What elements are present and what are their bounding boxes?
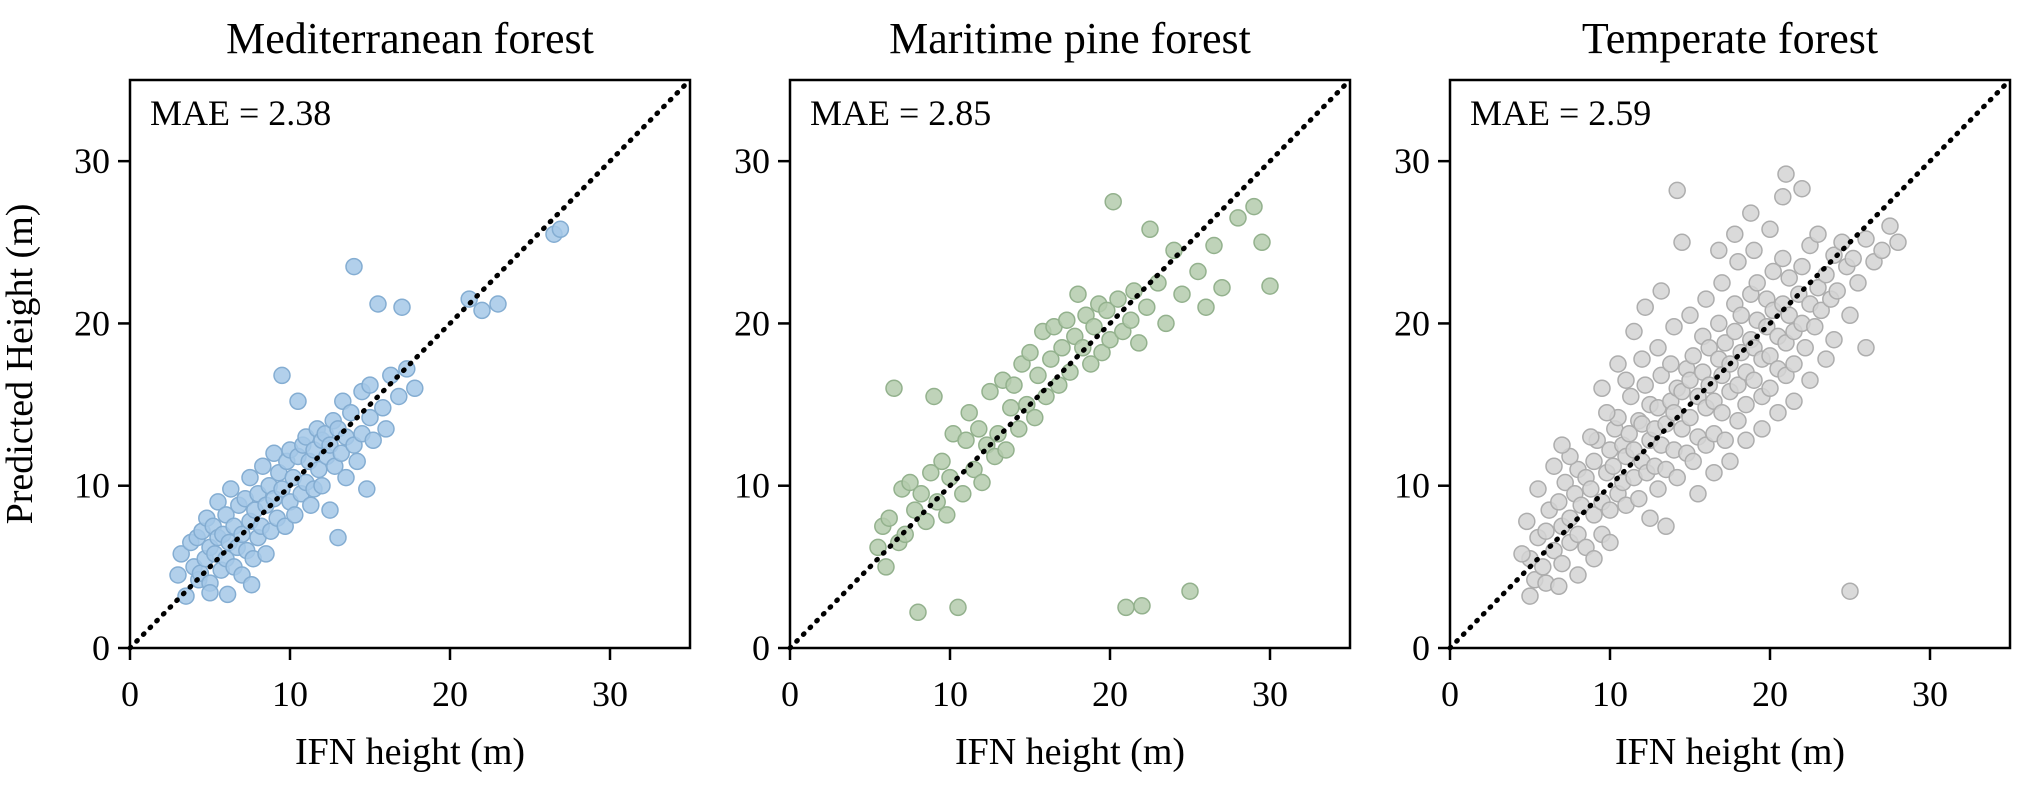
svg-text:30: 30: [1252, 674, 1288, 714]
svg-text:0: 0: [781, 674, 799, 714]
panel-title-mediterranean: Mediterranean forest: [226, 14, 594, 63]
svg-text:IFN height (m): IFN height (m): [295, 731, 525, 773]
svg-text:0: 0: [121, 674, 139, 714]
mae-annotation: MAE = 2.38: [150, 93, 332, 133]
svg-text:Predicted Height (m): Predicted Height (m): [0, 204, 41, 525]
svg-text:0: 0: [1441, 674, 1459, 714]
panel-title-maritime-pine: Maritime pine forest: [889, 14, 1251, 63]
svg-text:30: 30: [734, 141, 770, 181]
svg-text:0: 0: [752, 628, 770, 668]
svg-text:20: 20: [432, 674, 468, 714]
svg-text:IFN height (m): IFN height (m): [1615, 731, 1845, 773]
svg-text:20: 20: [1092, 674, 1128, 714]
maritime-pine-scatter-plot: 0 10 20 30 0 10 20 30 IFN height (m): [734, 77, 1353, 773]
svg-text:0: 0: [1412, 628, 1430, 668]
svg-text:30: 30: [1912, 674, 1948, 714]
mae-annotation: MAE = 2.59: [1470, 93, 1652, 133]
svg-text:20: 20: [74, 303, 110, 343]
svg-text:10: 10: [1394, 466, 1430, 506]
svg-text:30: 30: [74, 141, 110, 181]
svg-text:IFN height (m): IFN height (m): [955, 731, 1185, 773]
mediterranean-scatter-plot: 0 10 20 30 0 10 20 30 IFN height (m) Predicted He…: [0, 77, 693, 773]
svg-text:10: 10: [272, 674, 308, 714]
temperate-scatter-plot: 0 10 20 30 0 10 20 30 IFN height (m): [1394, 77, 2013, 773]
panel-temperate: Temperate forest 0 10 20 30 0 10 20 30 IFN heigh…: [1365, 10, 2025, 778]
svg-text:0: 0: [92, 628, 110, 668]
svg-text:20: 20: [1394, 303, 1430, 343]
mae-annotation: MAE = 2.85: [810, 93, 992, 133]
svg-text:20: 20: [1752, 674, 1788, 714]
panel-mediterranean: Mediterranean forest 0 10 20 30 0 10 20 30 IFN h…: [0, 10, 705, 778]
svg-text:10: 10: [74, 466, 110, 506]
svg-text:10: 10: [734, 466, 770, 506]
svg-text:10: 10: [932, 674, 968, 714]
svg-text:30: 30: [592, 674, 628, 714]
panel-title-temperate: Temperate forest: [1581, 14, 1879, 63]
panel-maritime-pine: Maritime pine forest 0 10 20 30 0 10 20 30 IFN h…: [705, 10, 1365, 778]
svg-text:30: 30: [1394, 141, 1430, 181]
svg-text:10: 10: [1592, 674, 1628, 714]
svg-text:20: 20: [734, 303, 770, 343]
